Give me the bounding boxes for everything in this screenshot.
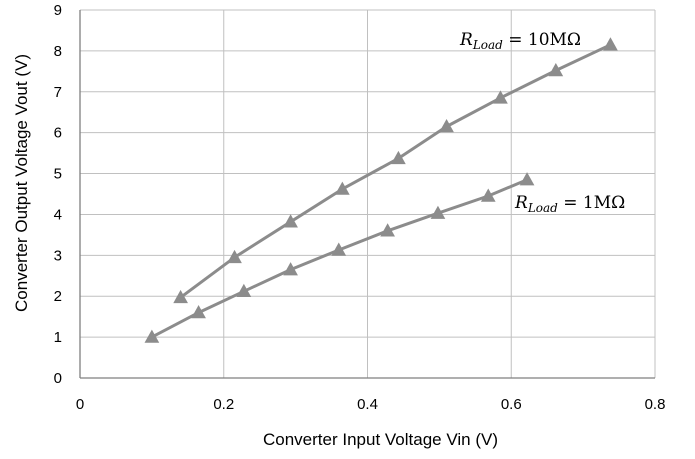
axes [79,10,655,379]
x-tick-label: 0.8 [645,396,666,413]
y-axis-title: Converter Output Voltage Vout (V) [12,54,31,312]
annotation-base: R [459,30,473,50]
labels: 0 1 2 3 4 5 6 7 8 9 0 0.2 0.4 0.6 0.8 Converter Input V… [12,2,665,449]
data-point-marker [480,188,496,202]
data-point-marker [227,249,242,264]
annotation-value: = 1MΩ [558,193,625,213]
y-tick-label: 7 [54,84,62,101]
data-point-marker [439,119,454,133]
series-group [144,37,618,343]
data-point-marker [236,283,252,298]
data-point-marker [603,37,618,51]
data-point-marker [519,172,535,186]
data-point-marker [548,62,564,77]
y-tick-label: 0 [54,370,62,387]
data-point-marker [493,90,508,104]
y-tick-label: 5 [54,166,62,183]
annotation-subscript: Load [472,38,503,52]
annotation-subscript: Load [527,201,558,215]
y-tick-label: 3 [54,247,62,264]
series-1 [144,172,535,343]
data-point-marker [380,223,395,237]
data-point-marker [331,242,347,256]
series-line [179,43,612,299]
series-0 [173,37,618,304]
data-point-marker [191,305,206,319]
y-tick-label: 4 [54,206,62,223]
grid [80,9,656,378]
y-tick-label: 2 [54,288,62,305]
x-axis-title: Converter Input Voltage Vin (V) [263,430,498,449]
data-point-marker [173,289,188,304]
y-tick-label: 8 [54,43,62,60]
x-tick-label: 0.4 [357,396,378,413]
annotation-base: R [514,193,528,213]
data-point-marker [430,205,446,219]
y-tick-label: 1 [54,329,62,346]
data-point-marker [283,214,298,228]
series-annotation: RLoad = 10MΩ [459,30,581,52]
x-tick-label: 0.6 [501,396,522,413]
x-tick-label: 0.2 [213,396,234,413]
x-tick-label: 0 [76,396,84,413]
y-tick-label: 6 [54,125,62,142]
data-point-marker [283,262,298,276]
y-tick-label: 9 [54,2,62,19]
series-annotation: RLoad = 1MΩ [514,193,625,215]
data-point-marker [144,329,160,343]
data-point-marker [391,150,406,165]
data-point-marker [334,181,350,195]
series-line [151,178,528,339]
annotation-value: = 10MΩ [503,30,581,50]
